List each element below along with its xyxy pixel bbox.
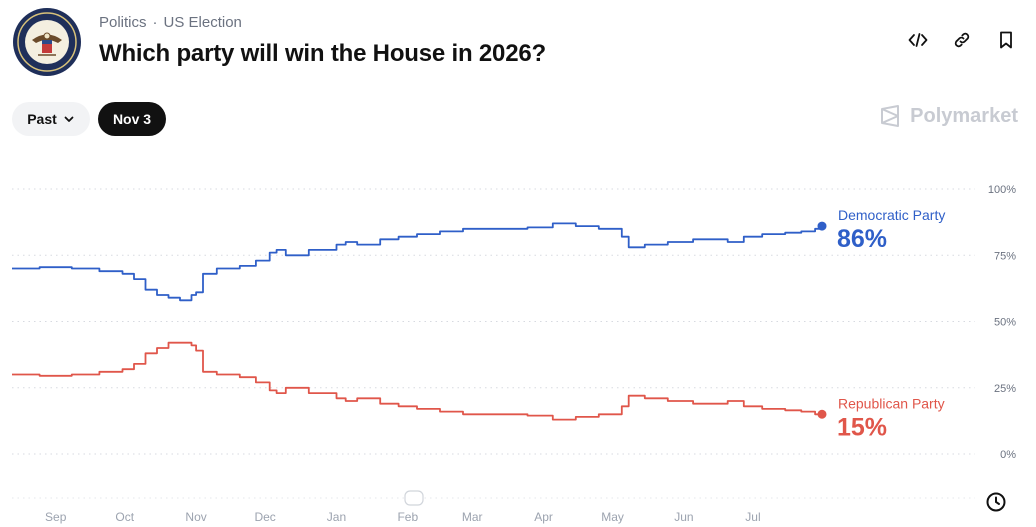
header-actions	[906, 28, 1018, 52]
series-name-label: Democratic Party	[838, 207, 945, 223]
breadcrumb-separator: ·	[152, 14, 158, 31]
time-range-button[interactable]	[980, 486, 1012, 518]
y-tick-label: 25%	[994, 383, 1016, 395]
x-tick-label: Oct	[115, 510, 134, 524]
x-tick-label: Jan	[327, 510, 346, 524]
y-tick-label: 50%	[994, 317, 1016, 329]
series-line	[12, 341, 822, 421]
y-tick-label: 75%	[994, 250, 1016, 262]
range-dropdown[interactable]: Past	[12, 102, 90, 136]
y-tick-label: 100%	[988, 184, 1016, 196]
breadcrumb-us-election[interactable]: US Election	[163, 14, 242, 31]
series-line	[12, 222, 823, 302]
x-tick-label: Sep	[45, 510, 67, 524]
series-name-label: Republican Party	[838, 395, 945, 411]
x-tick-label: Jun	[674, 510, 693, 524]
series-end-point	[817, 409, 827, 419]
bookmark-button[interactable]	[994, 28, 1018, 52]
chevron-down-icon	[64, 116, 74, 122]
embed-button[interactable]	[906, 28, 930, 52]
code-icon	[908, 33, 928, 47]
bookmark-icon	[1000, 31, 1012, 49]
breadcrumb-politics[interactable]: Politics	[99, 14, 147, 31]
series-current-value: 86%	[837, 225, 887, 253]
breadcrumb: Politics · US Election	[99, 14, 242, 31]
range-label: Past	[27, 111, 57, 127]
x-axis: Sep Oct Nov Dec Jan Feb Mar Apr May Jun Jul	[45, 510, 761, 524]
y-axis: 100% 75% 50% 25% 0%	[988, 184, 1016, 461]
scrubber-handle[interactable]	[404, 490, 424, 506]
chart-series	[12, 221, 827, 421]
x-tick-label: May	[601, 510, 624, 524]
x-tick-label: Apr	[534, 510, 553, 524]
brand-name: Polymarket	[910, 104, 1018, 127]
series-labels: Democratic Party 86% Republican Party 15%	[837, 207, 945, 441]
chart-grid	[12, 188, 975, 499]
series-end-point	[817, 221, 827, 231]
x-tick-label: Nov	[185, 510, 206, 524]
link-icon	[954, 32, 970, 48]
polymarket-logo-icon	[881, 105, 900, 127]
series-current-value: 15%	[837, 413, 887, 441]
clock-icon	[986, 492, 1006, 512]
polymarket-brand: Polymarket	[878, 104, 1018, 128]
y-tick-label: 0%	[1000, 449, 1016, 461]
page-title: Which party will win the House in 2026?	[99, 40, 546, 67]
x-tick-label: Dec	[254, 510, 275, 524]
copy-link-button[interactable]	[950, 28, 974, 52]
price-chart: 100% 75% 50% 25% 0% Sep Oct Nov Dec Jan Feb Mar Apr…	[12, 184, 1016, 524]
x-tick-label: Jul	[745, 510, 760, 524]
date-pill[interactable]: Nov 3	[98, 102, 166, 136]
house-seal-logo	[13, 8, 81, 76]
x-tick-label: Feb	[397, 510, 418, 524]
x-tick-label: Mar	[462, 510, 483, 524]
